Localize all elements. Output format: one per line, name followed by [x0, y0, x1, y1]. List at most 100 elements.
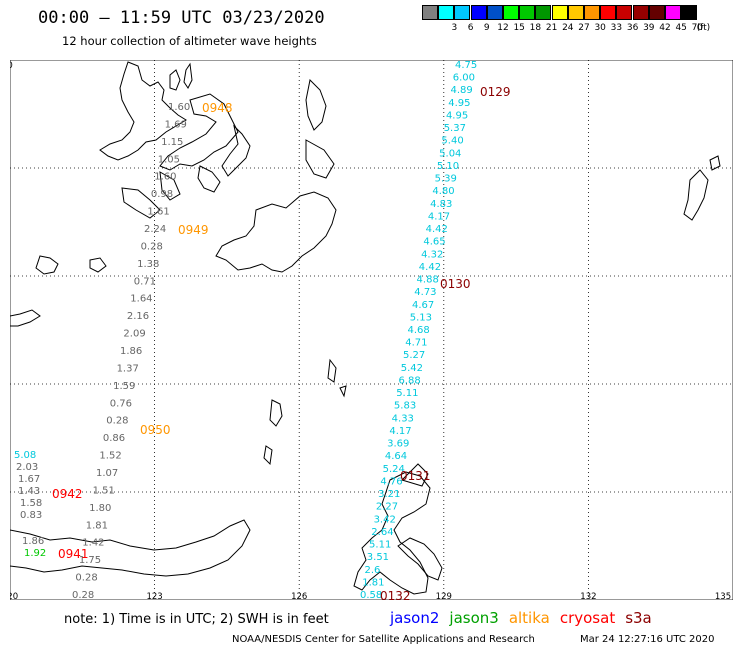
wave-height-value: 4.42: [419, 262, 441, 273]
colorbar-swatch: [616, 5, 633, 20]
colorbar-tick-label: 36: [626, 23, 639, 33]
wave-height-value: 5.24: [383, 464, 405, 475]
wave-height-value: 4.95: [446, 110, 468, 121]
wave-height-value: 0.76: [110, 398, 132, 409]
wave-height-value: 1.92: [24, 548, 46, 559]
colorbar-tick-label: 30: [594, 23, 606, 33]
colorbar-swatch: [648, 5, 665, 20]
wave-height-value: 4.88: [417, 275, 439, 286]
wave-height-value: 4.80: [432, 186, 454, 197]
colorbar-swatch: [470, 5, 487, 20]
colorbar-swatch: [600, 5, 617, 20]
wave-height-value: 1.64: [130, 294, 152, 305]
far-west-pass-values: 5.082.031.671.431.580.83 1.861.92: [14, 450, 46, 559]
colorbar-swatch: [665, 5, 681, 20]
pass-time-label: 0130: [440, 277, 471, 291]
jason3-pass-values: 4.75 6.004.89 4.954.95 5.37 5.405.04 5.10 5.39…: [360, 60, 477, 600]
legend-item-jason3: jason3: [449, 609, 499, 627]
wave-height-value: 1.80: [89, 503, 111, 514]
satellite-legend: jason2 jason3 altika cryosat s3a: [390, 609, 662, 627]
wave-height-value: 5.11: [369, 540, 391, 551]
wave-height-value: 5.04: [439, 148, 461, 159]
wave-height-value: 4.95: [448, 98, 470, 109]
wave-height-value: 4.33: [392, 413, 414, 424]
legend-item-cryosat: cryosat: [559, 609, 616, 627]
colorbar-tick-label: 45: [675, 23, 687, 33]
colorbar-swatch: [438, 5, 455, 20]
wave-height-value: 2.03: [16, 462, 38, 473]
lon-tick-label: 126: [291, 592, 307, 600]
wave-height-value: 1.52: [99, 451, 121, 462]
colorbar-unit: (ft): [696, 23, 711, 33]
colorbar-swatch: [535, 5, 552, 20]
legend-item-s3a: s3a: [625, 609, 652, 627]
wave-height-value: 1.37: [117, 363, 139, 374]
wave-height-value: 3.21: [378, 489, 400, 500]
wave-height-value: 0.28: [75, 573, 97, 584]
wave-height-value: 1.60: [154, 172, 176, 183]
colorbar-swatch: [422, 5, 438, 20]
wave-height-value: 1.59: [113, 381, 135, 392]
pass-time-label: 0942: [52, 487, 83, 501]
colorbar-swatch: [503, 5, 519, 20]
colorbar-swatch: [681, 5, 698, 20]
legend-item-jason2: jason2: [390, 609, 440, 627]
colorbar-tick-label: 27: [578, 23, 590, 33]
wave-height-value: 1.61: [147, 207, 169, 218]
wave-height-value: 1.15: [161, 137, 183, 148]
map-frame: 1201231261291321350246810 4.756.004.894.…: [10, 60, 733, 600]
colorbar-tick-label: 24: [562, 23, 574, 33]
wave-height-value: 1.86: [120, 346, 142, 357]
wave-height-value: 4.76: [380, 476, 402, 487]
wave-height-value: 1.05: [158, 154, 180, 165]
wave-height-value: 3.69: [387, 439, 409, 450]
colorbar-tick-label: 3: [451, 23, 458, 33]
colorbar-tick-label: 70: [691, 23, 704, 33]
wave-height-value: 4.89: [450, 85, 472, 96]
colorbar-swatch: [454, 5, 471, 20]
wave-height-value: 1.75: [79, 555, 101, 566]
wave-height-value: 0.28: [106, 416, 128, 427]
wave-height-value: 5.08: [14, 450, 36, 461]
wave-height-value: 1.51: [93, 485, 115, 496]
map-subtitle: 12 hour collection of altimeter wave hei…: [62, 34, 317, 48]
wave-height-value: 5.13: [410, 312, 432, 323]
footer-organization: NOAA/NESDIS Center for Satellite Applica…: [232, 634, 535, 645]
map-title: 00:00 – 11:59 UTC 03/23/2020: [38, 8, 325, 28]
wave-height-value: 2.6: [365, 565, 381, 576]
wave-height-value: 1.81: [86, 520, 108, 531]
wave-height-value: 4.71: [405, 338, 427, 349]
wave-height-value: 4.17: [428, 211, 450, 222]
wave-height-value: 5.40: [441, 136, 463, 147]
lon-tick-label: 123: [146, 592, 162, 600]
wave-height-value: 3.42: [374, 514, 396, 525]
wave-height-value: 1.58: [20, 498, 42, 509]
wave-height-value: 0.86: [103, 433, 125, 444]
colorbar-swatch: [519, 5, 536, 20]
wave-height-value: 2.64: [371, 527, 393, 538]
wave-height-value: 0.58: [360, 590, 382, 600]
wave-height-value: 5.10: [437, 161, 459, 172]
colorbar-tick-label: 39: [643, 23, 655, 33]
wave-height-value: 1.42: [82, 538, 104, 549]
legend-item-altika: altika: [508, 609, 550, 627]
lat-tick-label: 10: [10, 61, 13, 71]
lon-tick-label: 135: [715, 592, 731, 600]
wave-height-value: 4.17: [389, 426, 411, 437]
pass-time-label: 0948: [202, 101, 233, 115]
colorbar-tick-label: 9: [483, 23, 490, 33]
wave-height-value: 5.39: [435, 174, 457, 185]
coastline: [10, 61, 721, 595]
pass-time-label: 0132: [380, 589, 411, 600]
west-pass-values: 1.60 1.69 1.15 1.05 1.60 0.98 1.61 2.24 0.28 1.38…: [72, 102, 190, 600]
wave-height-value: 1.67: [18, 474, 40, 485]
wave-height-value: 5.83: [394, 401, 416, 412]
lon-tick-label: 120: [10, 592, 18, 600]
wave-height-value: 6.88: [398, 375, 420, 386]
colorbar-tick-label: 33: [610, 23, 623, 33]
wave-height-value: 1.81: [362, 577, 384, 588]
wave-height-value: 0.28: [141, 241, 163, 252]
lon-tick-label: 132: [580, 592, 596, 600]
wave-height-value: 2.09: [123, 329, 145, 340]
pass-time-label: 0949: [178, 223, 209, 237]
